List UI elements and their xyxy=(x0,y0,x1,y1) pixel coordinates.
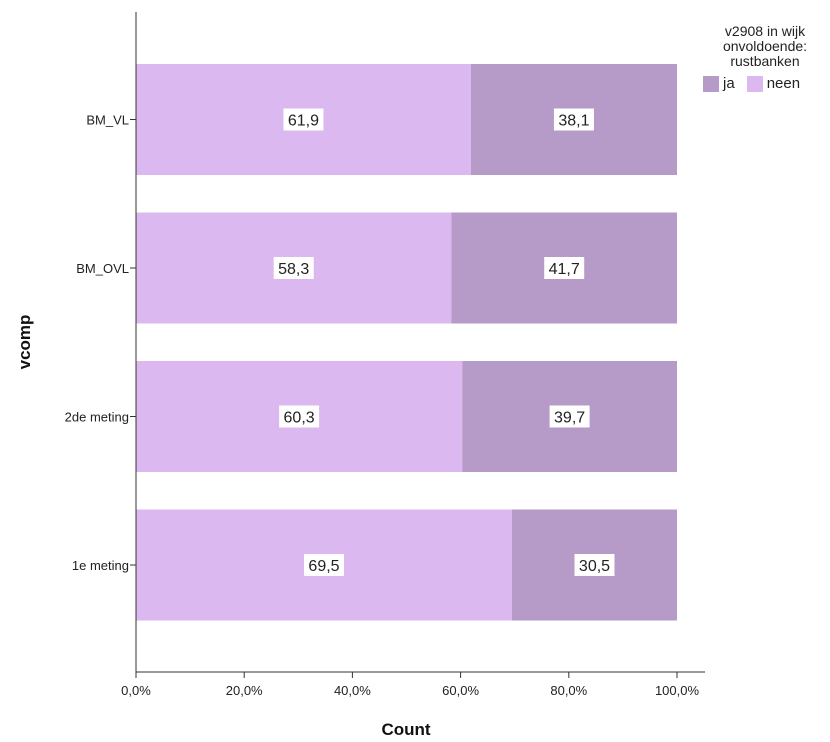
data-label-background xyxy=(273,257,314,279)
data-label: 58,3 xyxy=(273,257,314,279)
y-tick-label: BM_OVL xyxy=(76,261,129,276)
x-axis-ticks: 0,0% 20,0% 40,0% 60,0% 80,0% 100,0% xyxy=(121,672,699,698)
data-label-text: 41,7 xyxy=(549,261,580,278)
data-label-text: 30,5 xyxy=(579,558,610,575)
data-label-text: 60,3 xyxy=(284,410,315,427)
data-label-background xyxy=(553,108,594,131)
data-label: 61,9 xyxy=(283,108,324,131)
legend-label-ja: ja xyxy=(723,75,735,92)
y-axis-ticks: BM_VL BM_OVL 2de meting 1e meting xyxy=(65,113,136,573)
data-labels-layer: 61,9 38,1 58,3 41,7 60,3 39,7 69,5 30,5 xyxy=(273,108,615,576)
x-axis-title: Count xyxy=(381,720,430,739)
data-label: 30,5 xyxy=(574,554,615,576)
x-tick-label: 100,0% xyxy=(655,683,700,698)
legend-swatch-neen xyxy=(746,75,763,92)
data-label: 69,5 xyxy=(303,554,344,576)
legend-swatch-ja xyxy=(703,75,719,92)
data-label-background xyxy=(549,405,590,428)
data-label-background xyxy=(283,108,324,131)
y-tick-label: 2de meting xyxy=(65,410,129,425)
y-tick-label: 1e meting xyxy=(72,558,129,573)
legend-title-line: v2908 in wijk xyxy=(724,23,806,39)
data-label-background xyxy=(574,554,615,576)
data-label: 60,3 xyxy=(279,405,320,428)
x-tick-label: 20,0% xyxy=(226,683,263,698)
y-tick-label: BM_VL xyxy=(86,113,129,128)
data-label: 39,7 xyxy=(549,405,590,428)
x-tick-label: 60,0% xyxy=(442,683,479,698)
legend-label-neen: neen xyxy=(766,75,801,92)
data-label-background xyxy=(279,405,320,428)
data-label: 41,7 xyxy=(544,257,585,279)
legend-title-line: onvoldoende: xyxy=(722,38,808,54)
x-tick-label: 80,0% xyxy=(550,683,587,698)
data-label-text: 69,5 xyxy=(308,558,339,575)
data-label-background xyxy=(303,554,344,576)
data-label-text: 38,1 xyxy=(558,113,589,130)
bars-layer xyxy=(136,64,677,621)
x-tick-label: 0,0% xyxy=(121,683,151,698)
legend-items: ja neen xyxy=(703,75,827,92)
legend: v2908 in wijk onvoldoende: rustbanken ja… xyxy=(703,24,827,92)
data-label-background xyxy=(544,257,585,279)
legend-title-line: rustbanken xyxy=(730,53,800,69)
legend-title: v2908 in wijk onvoldoende: rustbanken xyxy=(703,24,827,69)
data-label: 38,1 xyxy=(553,108,594,131)
data-label-text: 61,9 xyxy=(288,113,319,130)
x-tick-label: 40,0% xyxy=(334,683,371,698)
data-label-text: 39,7 xyxy=(554,410,585,427)
y-axis-title: vcomp xyxy=(15,315,34,370)
data-label-text: 58,3 xyxy=(278,261,309,278)
